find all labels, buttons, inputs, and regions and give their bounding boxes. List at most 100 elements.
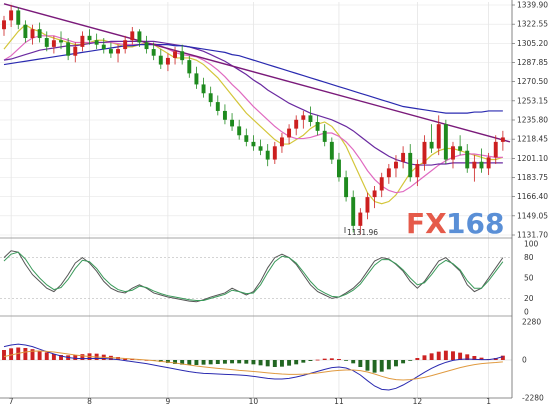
candle-body — [130, 31, 135, 41]
candle-body — [66, 42, 71, 56]
macd-bar — [479, 357, 484, 360]
candle-body — [251, 141, 256, 147]
y-tick-label: 1166.40 — [517, 192, 548, 201]
candle-body — [30, 29, 35, 39]
y-tick-label: 1149.05 — [517, 211, 548, 220]
candle-body — [279, 137, 284, 147]
candle-body — [165, 57, 170, 65]
macd-bar — [73, 355, 78, 360]
candle-body — [80, 35, 85, 47]
candle-body — [144, 42, 149, 50]
watermark-fx: FX — [406, 207, 447, 240]
macd-bar — [379, 360, 384, 372]
osc-y-tick-label: 20 — [524, 294, 534, 303]
macd-bar — [415, 358, 420, 360]
macd-bar — [429, 353, 434, 360]
macd-bar — [30, 349, 35, 360]
macd-y-tick-label: 0 — [522, 356, 527, 365]
candle-body — [237, 126, 242, 136]
candle-body — [379, 177, 384, 191]
candle-body — [493, 141, 498, 158]
osc-series-line-1 — [3, 251, 504, 301]
macd-bar — [258, 360, 263, 366]
candle-body — [500, 137, 505, 142]
macd-bar — [322, 358, 327, 360]
candle-body — [415, 163, 420, 178]
y-tick-label: 1305.20 — [517, 39, 548, 48]
macd-bar — [294, 360, 299, 365]
macd-bar — [230, 360, 235, 364]
candle-body — [59, 40, 63, 43]
grid — [0, 2, 512, 398]
y-tick-label: 1287.85 — [517, 58, 548, 67]
macd-bar — [401, 360, 406, 364]
candle-body — [173, 51, 178, 58]
annotation-low-label: 1131.96 — [347, 228, 378, 237]
candle-body — [208, 93, 213, 103]
candle-body — [394, 161, 398, 169]
macd-bar — [187, 360, 192, 365]
osc-y-tick-label: 100 — [524, 240, 539, 249]
macd-y-tick-label: 2280 — [522, 318, 541, 327]
x-tick-label: 8 — [87, 397, 92, 406]
candle-body — [187, 60, 192, 74]
candle-body — [365, 197, 370, 213]
candle-body — [230, 119, 235, 127]
price-series-line-4 — [3, 3, 511, 143]
candle-body — [294, 119, 299, 129]
candle-body — [422, 141, 427, 164]
macd-bar — [344, 360, 349, 361]
watermark: FX 168 — [406, 207, 504, 240]
osc-y-tick-label: 80 — [524, 253, 534, 262]
x-tick-label: 1 — [486, 397, 491, 406]
candle-body — [123, 40, 128, 50]
candle-body — [451, 146, 455, 160]
candle-body — [44, 38, 49, 47]
price-series-line-3 — [3, 44, 503, 114]
candle-body — [194, 73, 199, 85]
price-ma-lines — [3, 3, 511, 205]
candle-body — [465, 150, 470, 169]
annotation: 1131.96 — [344, 227, 378, 237]
macd-bar — [351, 360, 356, 364]
macd-panel — [2, 343, 505, 391]
candle-body — [386, 168, 391, 178]
macd-bar — [173, 360, 178, 364]
candle-body — [23, 24, 28, 39]
candle-body — [322, 130, 327, 142]
y-tick-label: 1270.50 — [517, 77, 548, 86]
candle-body — [108, 49, 113, 54]
macd-bar — [244, 360, 249, 364]
candle-body — [101, 44, 106, 50]
macd-bar — [287, 360, 292, 366]
candle-body — [344, 177, 349, 198]
candle-body — [9, 10, 14, 21]
y-tick-label: 1183.75 — [517, 173, 548, 182]
macd-bar — [9, 348, 14, 360]
candle-body — [137, 31, 142, 43]
candle-body — [272, 146, 277, 160]
candle-body — [287, 128, 292, 138]
macd-bar — [386, 360, 391, 370]
candle-body — [458, 146, 463, 151]
macd-bar — [208, 360, 213, 365]
candle-body — [258, 146, 263, 151]
y-tick-label: 1339.90 — [517, 1, 548, 10]
oscillator-panel — [3, 250, 504, 303]
candle-body — [201, 84, 206, 94]
candle-body — [329, 141, 334, 160]
candle-body — [358, 212, 363, 226]
macd-bar — [301, 360, 306, 363]
candle-body — [222, 110, 227, 120]
y-tick-label: 1131.70 — [517, 231, 548, 240]
macd-bar — [436, 351, 441, 360]
x-tick-label: 9 — [166, 397, 171, 406]
macd-bar — [265, 360, 270, 367]
macd-bar — [500, 355, 505, 360]
macd-bar — [279, 360, 284, 367]
x-tick-label: 12 — [413, 397, 423, 406]
macd-bar — [251, 360, 256, 365]
candle-body — [336, 159, 341, 178]
